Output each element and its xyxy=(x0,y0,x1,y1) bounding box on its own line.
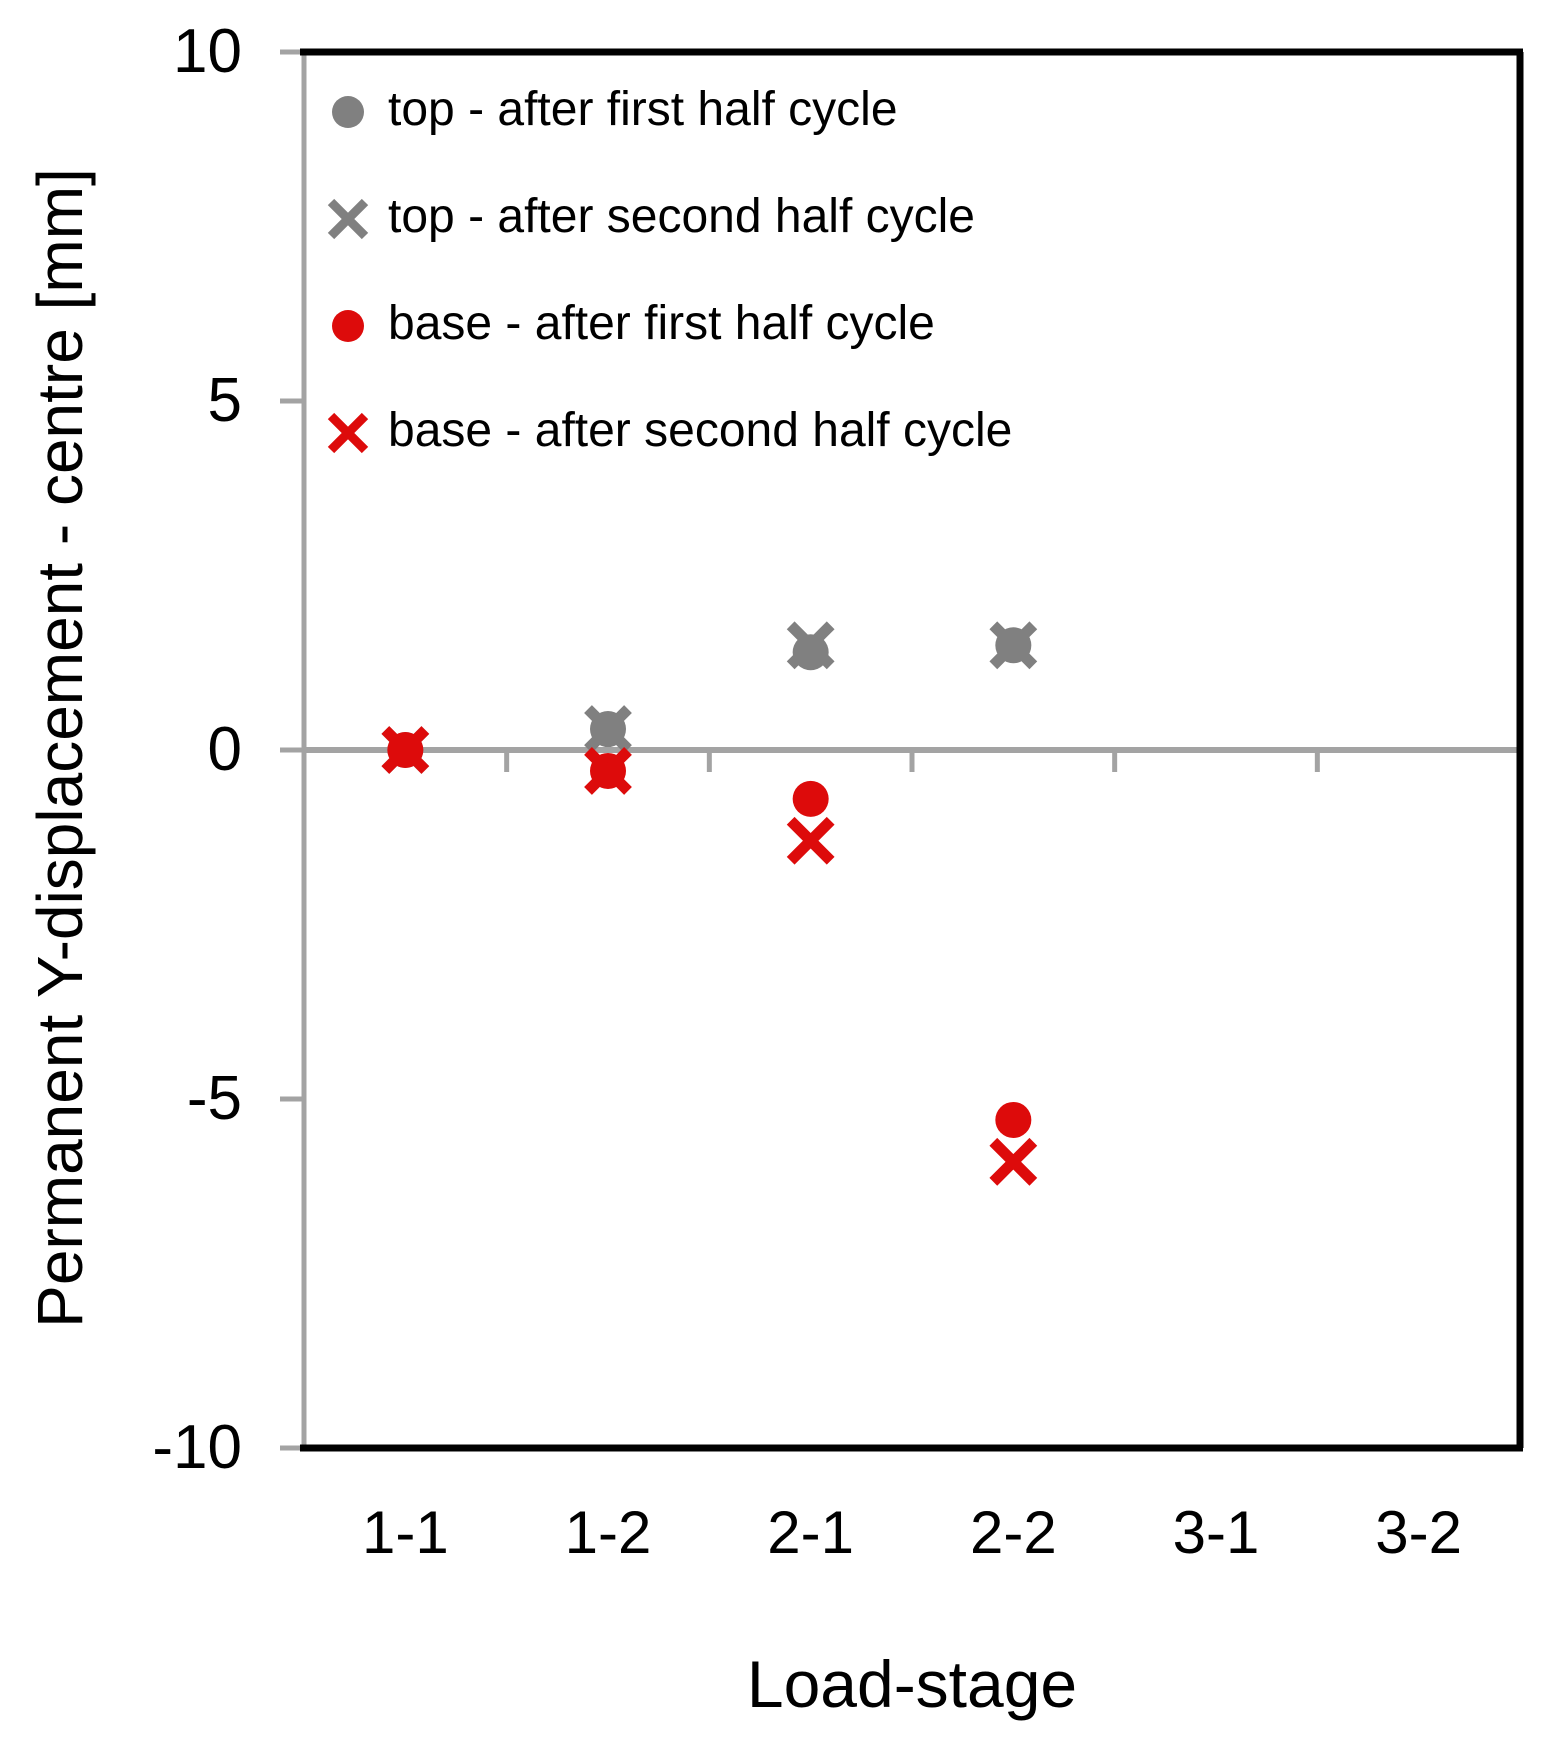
legend-x-marker-icon xyxy=(327,412,369,453)
legend-circle-glyph xyxy=(332,95,364,128)
legend-x-glyph xyxy=(327,412,369,453)
legend: top - after first half cycle top - after … xyxy=(322,56,1012,484)
legend-circle-marker-icon xyxy=(332,309,364,342)
legend-circle-marker-icon xyxy=(332,95,364,128)
data-point-x-series-1 xyxy=(989,621,1038,670)
data-point-x-series-3 xyxy=(989,1137,1038,1186)
legend-x-marker-icon xyxy=(327,198,369,239)
legend-label: base - after first half cycle xyxy=(388,297,935,350)
data-point-circle-series-2 xyxy=(792,780,829,817)
legend-item: top - after first half cycle xyxy=(322,56,1012,163)
y-axis-title: Permanent Y-displacement - centre [mm] xyxy=(24,168,96,1328)
data-point-x-series-1 xyxy=(786,621,835,670)
legend-item: base - after first half cycle xyxy=(322,270,1012,377)
legend-circle-glyph xyxy=(332,309,364,342)
legend-label: base - after second half cycle xyxy=(388,404,1013,457)
legend-item: base - after second half cycle xyxy=(322,377,1012,484)
data-point-circle-series-2 xyxy=(995,1101,1032,1138)
legend-x-glyph xyxy=(327,198,369,239)
x-axis-title: Load-stage xyxy=(746,1647,1078,1721)
data-point-x-series-3 xyxy=(786,816,835,865)
legend-label: top - after first half cycle xyxy=(388,83,898,136)
legend-label: top - after second half cycle xyxy=(388,190,975,243)
legend-item: top - after second half cycle xyxy=(322,163,1012,270)
data-point-x-series-1 xyxy=(584,705,632,753)
data-point-x-series-3 xyxy=(381,726,430,774)
data-point-x-series-3 xyxy=(584,747,632,795)
